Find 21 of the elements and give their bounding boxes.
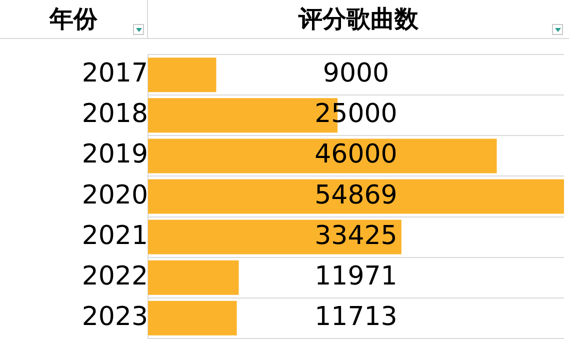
bar (148, 300, 237, 336)
y-tick-label: 2023 (82, 302, 148, 332)
y-tick-label: 2021 (82, 220, 148, 251)
bar (148, 58, 216, 92)
data-label: 9000 (322, 58, 390, 89)
y-tick-label: 2019 (82, 140, 148, 170)
data-label: 33425 (314, 220, 398, 251)
data-label: 11713 (314, 302, 398, 332)
y-tick-label: 2017 (82, 58, 148, 89)
x-axis-title: 评分歌曲数 (298, 4, 418, 35)
data-label: 46000 (314, 140, 398, 170)
y-tick-label: 2022 (82, 261, 148, 292)
y-axis-title: 年份 (50, 4, 98, 35)
bar (148, 138, 497, 174)
y-tick-label: 2018 (82, 99, 148, 130)
data-label: 11971 (314, 261, 398, 292)
bar (148, 220, 402, 254)
bar (148, 179, 564, 214)
data-label: 54869 (314, 180, 398, 210)
y-tick-label: 2020 (82, 180, 148, 210)
bar (148, 260, 239, 295)
